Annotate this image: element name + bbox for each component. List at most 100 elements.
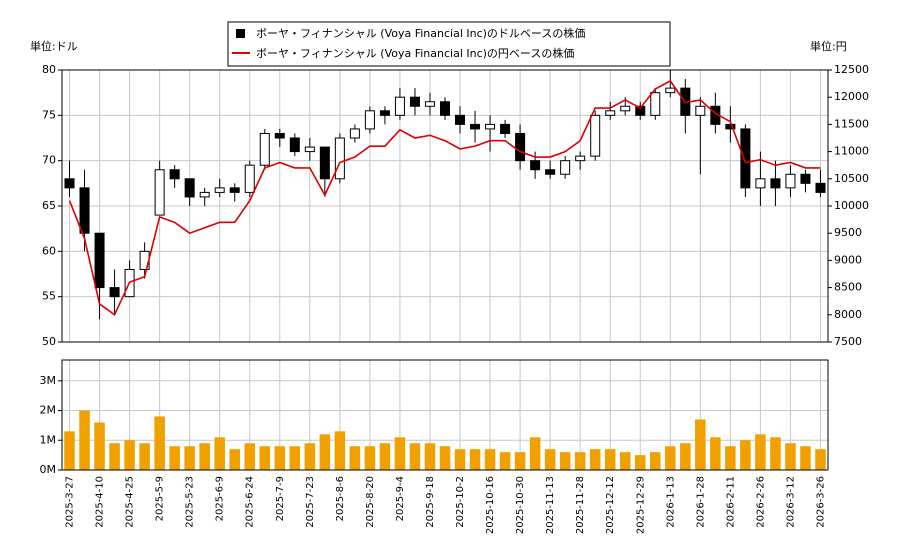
- y-tick-label: 70: [42, 154, 56, 167]
- candle-body: [800, 173, 811, 184]
- volume-bar: [634, 455, 646, 470]
- volume-bar: [439, 446, 451, 470]
- legend-box: [227, 21, 671, 67]
- volume-bar: [544, 449, 556, 470]
- candle-body: [755, 178, 766, 189]
- candle-body: [695, 105, 706, 116]
- volume-bar: [334, 431, 346, 470]
- candle-body: [214, 187, 225, 193]
- candle-body: [815, 182, 826, 193]
- x-tick-label: 2025-9-4: [395, 476, 406, 521]
- volume-bar: [755, 434, 766, 470]
- y-tick-label: 65: [42, 199, 56, 212]
- volume-bar: [604, 449, 616, 470]
- candle-body: [455, 114, 466, 125]
- volume-bar: [740, 440, 751, 470]
- candle-body: [274, 132, 285, 139]
- candle-body: [379, 110, 390, 116]
- candle-body: [244, 164, 255, 193]
- candle-body: [560, 160, 571, 175]
- legend-label: ボーヤ・フィナンシャル (Voya Financial Inc)のドルベースの株…: [256, 26, 585, 40]
- y-tick-label: 80: [42, 63, 56, 76]
- candle-body: [530, 160, 541, 171]
- volume-bar: [364, 446, 376, 470]
- y2-tick-label: 8500: [834, 281, 862, 294]
- volume-tick-label: 2M: [40, 404, 57, 417]
- x-tick-label: 2025-10-30: [515, 476, 526, 534]
- candle-body: [740, 128, 751, 189]
- x-tick-label: 2025-4-25: [125, 476, 136, 528]
- candle-body: [620, 105, 631, 112]
- x-tick-label: 2026-3-12: [785, 476, 796, 528]
- candle-body: [515, 132, 526, 162]
- candle-body: [439, 101, 451, 116]
- volume-bar: [94, 422, 105, 470]
- y2-tick-label: 7500: [834, 335, 862, 348]
- candle-body: [199, 191, 210, 198]
- volume-bar: [64, 431, 75, 470]
- y2-tick-label: 12000: [834, 90, 869, 103]
- candle-body: [545, 169, 556, 175]
- candle-body: [785, 173, 796, 189]
- candle-body: [424, 101, 435, 107]
- volume-bar: [304, 443, 316, 470]
- volume-bar: [199, 443, 210, 470]
- candle-body: [304, 146, 315, 153]
- volume-bar: [259, 446, 271, 470]
- candle-body: [500, 123, 511, 134]
- volume-bar: [665, 446, 676, 470]
- x-tick-label: 2025-3-27: [65, 476, 76, 528]
- volume-bar: [379, 443, 391, 470]
- x-tick-label: 2026-1-28: [695, 476, 706, 528]
- candle-body: [409, 96, 420, 107]
- x-tick-label: 2026-1-13: [665, 476, 676, 528]
- volume-tick-label: 1M: [40, 433, 57, 446]
- candle-body: [635, 105, 646, 116]
- x-tick-label: 2025-9-18: [425, 476, 436, 528]
- candle-body: [259, 132, 270, 166]
- x-tick-label: 2025-7-23: [305, 476, 316, 528]
- volume-bar: [770, 437, 781, 470]
- x-tick-label: 2026-2-11: [725, 476, 736, 528]
- volume-bar: [424, 443, 436, 470]
- volume-tick-label: 0M: [40, 463, 57, 476]
- plot-frame: [61, 69, 829, 343]
- volume-frame: [61, 359, 829, 471]
- volume-bar: [589, 449, 601, 470]
- volume-bar: [800, 446, 811, 470]
- volume-bar: [169, 446, 180, 470]
- y-tick-label: 75: [42, 108, 56, 121]
- y2-tick-label: 10000: [834, 199, 869, 212]
- volume-bar: [244, 443, 256, 470]
- volume-bar: [499, 452, 511, 470]
- x-tick-label: 2025-12-29: [635, 476, 646, 534]
- y2-tick-label: 10500: [834, 172, 869, 185]
- candle-body: [229, 187, 240, 193]
- volume-bar: [139, 443, 150, 470]
- candle-body: [184, 178, 195, 198]
- x-tick-label: 2025-8-20: [365, 476, 376, 528]
- x-tick-label: 2025-12-12: [605, 476, 616, 534]
- volume-bar: [815, 449, 826, 470]
- volume-bar: [349, 446, 361, 470]
- y2-tick-label: 9500: [834, 226, 862, 239]
- volume-bar: [469, 449, 481, 470]
- candle-body: [394, 96, 405, 116]
- candle-body: [289, 137, 300, 153]
- y2-tick-label: 8000: [834, 308, 862, 321]
- candle-body: [94, 232, 105, 289]
- candle-body: [64, 178, 75, 189]
- candle-body: [169, 169, 180, 180]
- candle-body: [79, 187, 90, 234]
- x-tick-label: 2026-3-26: [815, 476, 826, 528]
- x-tick-label: 2025-7-9: [275, 476, 286, 521]
- x-tick-label: 2025-11-13: [545, 476, 556, 534]
- x-tick-label: 2025-11-28: [575, 476, 586, 534]
- volume-bar: [650, 452, 661, 470]
- y2-tick-label: 11000: [834, 145, 869, 158]
- volume-bar: [559, 452, 571, 470]
- x-tick-label: 2025-5-23: [185, 476, 196, 528]
- candle-body: [575, 155, 586, 162]
- y-tick-label: 60: [42, 244, 56, 257]
- volume-bar: [154, 416, 165, 470]
